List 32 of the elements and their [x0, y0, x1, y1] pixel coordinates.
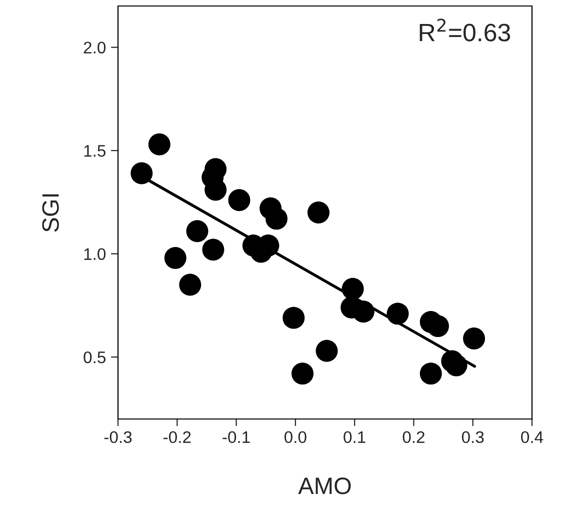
x-tick-label: -0.3 — [104, 431, 132, 444]
point — [266, 208, 288, 230]
point — [282, 306, 305, 329]
point — [130, 162, 153, 184]
x-tick-label: 0.3 — [462, 431, 484, 444]
point — [164, 246, 186, 269]
point — [463, 327, 486, 350]
point — [386, 302, 409, 325]
x-axis-title: AMO — [298, 478, 351, 494]
x-tick-label: 0.1 — [344, 431, 366, 444]
point — [148, 133, 170, 156]
x-tick-label: 0.2 — [402, 431, 424, 444]
x-tick-label: 0.0 — [284, 431, 306, 444]
x-tick-label: 0.4 — [521, 431, 544, 444]
annotation: R$^{2}$=0.63 — [420, 18, 510, 42]
point — [202, 238, 224, 261]
x-tick-label: -0.2 — [164, 431, 191, 444]
point — [342, 278, 364, 300]
x-tick-label: -0.1 — [222, 431, 250, 444]
point — [420, 362, 442, 385]
point — [445, 354, 468, 376]
point — [316, 340, 338, 362]
point — [186, 220, 208, 242]
y-tick-label: 1.0 — [84, 248, 106, 260]
point — [179, 274, 202, 296]
y-axis-title: SGI — [42, 194, 59, 232]
y-tick-label: 0.5 — [84, 351, 106, 364]
point — [308, 202, 330, 224]
y-tick-label: 1.5 — [84, 145, 106, 157]
point — [292, 362, 314, 385]
y-tick-label: 2.0 — [84, 42, 106, 54]
point — [228, 189, 250, 212]
